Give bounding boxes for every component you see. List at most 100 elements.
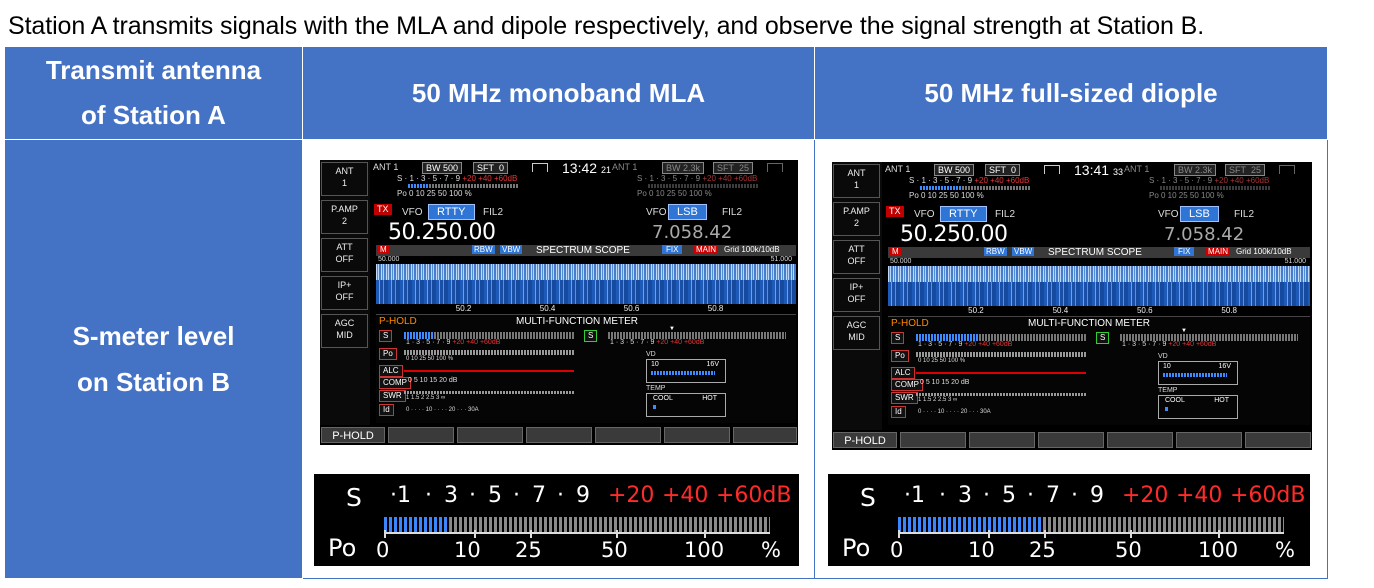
zoom-po-line	[384, 532, 770, 534]
softkey-6[interactable]	[664, 427, 730, 443]
softkey-2[interactable]	[388, 427, 454, 443]
alc-bar	[916, 372, 1086, 374]
mfm-s-scale: 1 · 3 · 5 · 7 · 9 +20 +40 +60dB	[918, 341, 1013, 348]
swr-bar	[916, 393, 1086, 396]
ip-button[interactable]: IP+ OFF	[321, 276, 368, 310]
pamp-button[interactable]: P.AMP 2	[833, 202, 880, 236]
softkey-5[interactable]	[595, 427, 661, 443]
softkey-4[interactable]	[1038, 432, 1104, 448]
softkey-5[interactable]	[1107, 432, 1173, 448]
phold-softkey[interactable]: P-HOLD	[833, 432, 897, 448]
waterfall	[376, 280, 796, 304]
phold-softkey[interactable]: P-HOLD	[321, 427, 385, 443]
s-bar-top	[408, 184, 518, 188]
ant1-label: ANT 1	[373, 162, 399, 172]
ip-button[interactable]: IP+ OFF	[833, 278, 880, 312]
header-mla: 50 MHz monoband MLA	[302, 46, 815, 140]
header-dipole-label: 50 MHz full-sized diople	[924, 77, 1218, 108]
att-button[interactable]: ATT OFF	[833, 240, 880, 274]
id-box: Id	[891, 406, 906, 418]
zoom-s-tick-4: 5	[1002, 483, 1016, 508]
s-box-sub: S	[1096, 332, 1110, 344]
scope-tick-3: 50.8	[707, 304, 724, 313]
clock: 13:41 33	[1074, 162, 1123, 178]
bw2-tag: BW 2.3k	[1174, 164, 1217, 176]
po-box: Po	[379, 348, 397, 360]
filter-sub-icon	[1279, 165, 1295, 174]
mode-lsb-button[interactable]: LSB	[1180, 206, 1219, 222]
s-meter-zoom-mla: S ·1 · 3 · 5 · 7 · 9 +20 +40 +60dB Po 0 …	[314, 474, 799, 566]
comp-box: COMP	[891, 379, 923, 391]
row-label-s-meter: S-meter level on Station B	[4, 139, 303, 579]
scope-tick-2: 50.6	[1136, 306, 1153, 315]
zoom-s-tick-3: ·	[469, 483, 476, 508]
zoom-po-tick-1: 10	[968, 538, 995, 562]
zoom-s-tick-5: ·	[1027, 483, 1034, 508]
vfo-sub-label: VFO	[646, 207, 667, 218]
ant1-label: ANT 1	[885, 164, 911, 174]
zoom-s-label: S	[860, 483, 876, 512]
id-scale: 0 · · · · 10 · · · · 20 · · · 30A	[918, 409, 991, 415]
vfo-label: VFO	[914, 209, 935, 220]
zoom-s-bar	[384, 517, 770, 533]
zoom-po-tick-3: 50	[1115, 538, 1142, 562]
temp-label: TEMP	[646, 385, 666, 392]
sub-frequency: 7.058.42	[1164, 224, 1245, 245]
mode-lsb-button[interactable]: LSB	[668, 204, 707, 220]
side-panel: ANT 1 P.AMP 2 ATT OFF IP+ OFF AGC MID	[832, 162, 882, 430]
zoom-s-label: S	[346, 483, 362, 512]
scope-tick-2: 50.6	[623, 304, 640, 313]
ant-button[interactable]: ANT 1	[833, 164, 880, 198]
zoom-s-tick-1: ·	[939, 483, 946, 508]
scope-left-freq: 50.000	[378, 256, 400, 263]
agc-button[interactable]: AGC MID	[833, 316, 880, 350]
comp-scale: 0 5 10 15 20 dB	[408, 377, 458, 384]
zoom-red-tick-0: +20	[1122, 483, 1169, 508]
filter-icon	[1044, 165, 1060, 174]
pamp-button[interactable]: P.AMP 2	[321, 200, 368, 234]
zoom-s-tick-4: 5	[488, 483, 502, 508]
bw-tag: BW 500	[422, 162, 463, 174]
spectrum-scope[interactable]	[376, 264, 796, 304]
zoom-s-tick-1: ·	[425, 483, 432, 508]
zoom-s-tick-6: 7	[532, 483, 546, 508]
softkey-4[interactable]	[526, 427, 592, 443]
scope-tick-0: 50.2	[455, 304, 472, 313]
zoom-po-tick-3: 50	[601, 538, 628, 562]
swr-bar	[404, 391, 574, 394]
clock: 13:42 21	[562, 160, 611, 176]
ant1-sub-label: ANT 1	[612, 162, 638, 172]
scope-tick-1: 50.4	[539, 304, 556, 313]
comp-scale: 0 5 10 15 20 dB	[920, 379, 970, 386]
vfo-label: VFO	[402, 207, 423, 218]
zoom-red-tick-1: +40	[662, 483, 709, 508]
mfm-title: MULTI-FUNCTION METER	[516, 316, 639, 327]
mfm-s-scale-sub: 1 · 3 · 5 · 7 · 9 +20 +40 +60dB	[1122, 341, 1217, 348]
att-button[interactable]: ATT OFF	[321, 238, 368, 272]
s-meter-zoom-dipole: S ·1 · 3 · 5 · 7 · 9 +20 +40 +60dB Po 0 …	[828, 474, 1310, 566]
cell-dipole: ANT 1 P.AMP 2 ATT OFF IP+ OFF AGC MID ANT 1 B…	[814, 139, 1328, 579]
temp-meter: COOL HOT	[1158, 395, 1238, 419]
softkey-3[interactable]	[457, 427, 523, 443]
scope-tick-1: 50.4	[1052, 306, 1069, 315]
temp-label: TEMP	[1158, 387, 1178, 394]
multi-function-meter: P-HOLD MULTI-FUNCTION METER ▼ S 1 · 3 · …	[376, 314, 796, 423]
s-box: S	[891, 332, 905, 344]
phold-label: P-HOLD	[891, 318, 929, 329]
mfm-s-bar-sub	[608, 332, 786, 339]
spectrum-scope[interactable]	[888, 266, 1310, 306]
mode-rtty-button[interactable]: RTTY	[940, 206, 987, 222]
s-scale-top-sub: S · 1 · 3 · 5 · 7 · 9 +20 +40 +60dB	[637, 174, 758, 183]
s-scale-top: S · 1 · 3 · 5 · 7 · 9 +20 +40 +60dB	[909, 176, 1030, 185]
mode-rtty-button[interactable]: RTTY	[428, 204, 475, 220]
zoom-po-tick-0: 0	[376, 538, 390, 562]
agc-button[interactable]: AGC MID	[321, 314, 368, 348]
softkey-2[interactable]	[900, 432, 966, 448]
softkey-3[interactable]	[969, 432, 1035, 448]
softkey-7[interactable]	[733, 427, 797, 443]
softkey-6[interactable]	[1176, 432, 1242, 448]
zoom-s-tick-2: 3	[958, 483, 972, 508]
zoom-s-tick-7: ·	[1071, 483, 1078, 508]
ant-button[interactable]: ANT 1	[321, 162, 368, 196]
softkey-7[interactable]	[1245, 432, 1311, 448]
